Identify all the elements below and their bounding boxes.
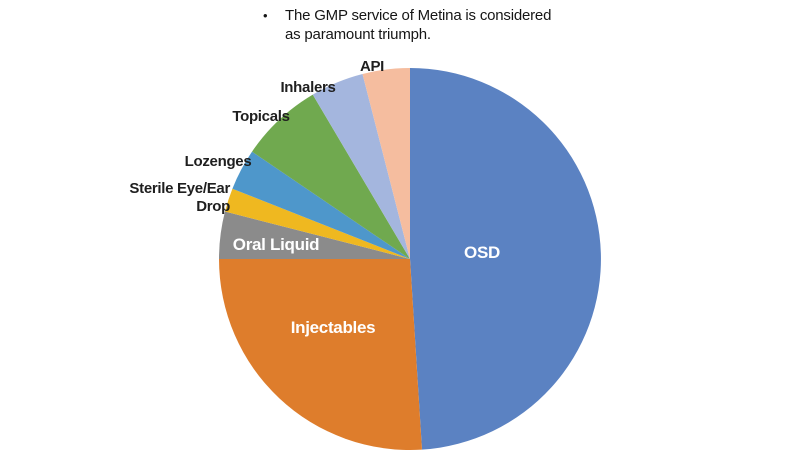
note-line-2: as paramount triumph.	[285, 26, 431, 43]
pie-label-api: API	[360, 58, 384, 75]
pie-label-injectables: Injectables	[291, 318, 376, 337]
note-line-1: The GMP service of Metina is considered	[285, 7, 552, 24]
bullet-note-text: The GMP service of Metina is considered …	[285, 6, 551, 44]
pie-label-osd: OSD	[464, 243, 500, 262]
pie-slice-injectables	[219, 259, 422, 450]
bullet-note: • The GMP service of Metina is considere…	[263, 6, 551, 44]
pie-label-sterile-eye-ear-drop-line-1: Sterile Eye/Ear	[129, 180, 230, 197]
pie-label-oral-liquid: Oral Liquid	[233, 235, 319, 254]
pie-label-lozenges: Lozenges	[185, 153, 252, 170]
pie-slice-api	[362, 68, 410, 259]
pie-slice-osd	[410, 68, 601, 450]
pie-slice-oral-liquid	[219, 211, 410, 259]
pie-label-topicals: Topicals	[232, 108, 289, 125]
pie-label-sterile-eye-ear-drop-line-2: Drop	[196, 198, 230, 215]
pie-slice-lozenges	[232, 151, 410, 259]
bullet-marker: •	[263, 8, 268, 23]
pie-slice-topicals	[252, 94, 410, 259]
pie-label-inhalers: Inhalers	[280, 79, 335, 96]
pie-slice-inhalers	[312, 74, 410, 259]
pie-slice-sterile-eye-ear-drop	[225, 188, 410, 259]
